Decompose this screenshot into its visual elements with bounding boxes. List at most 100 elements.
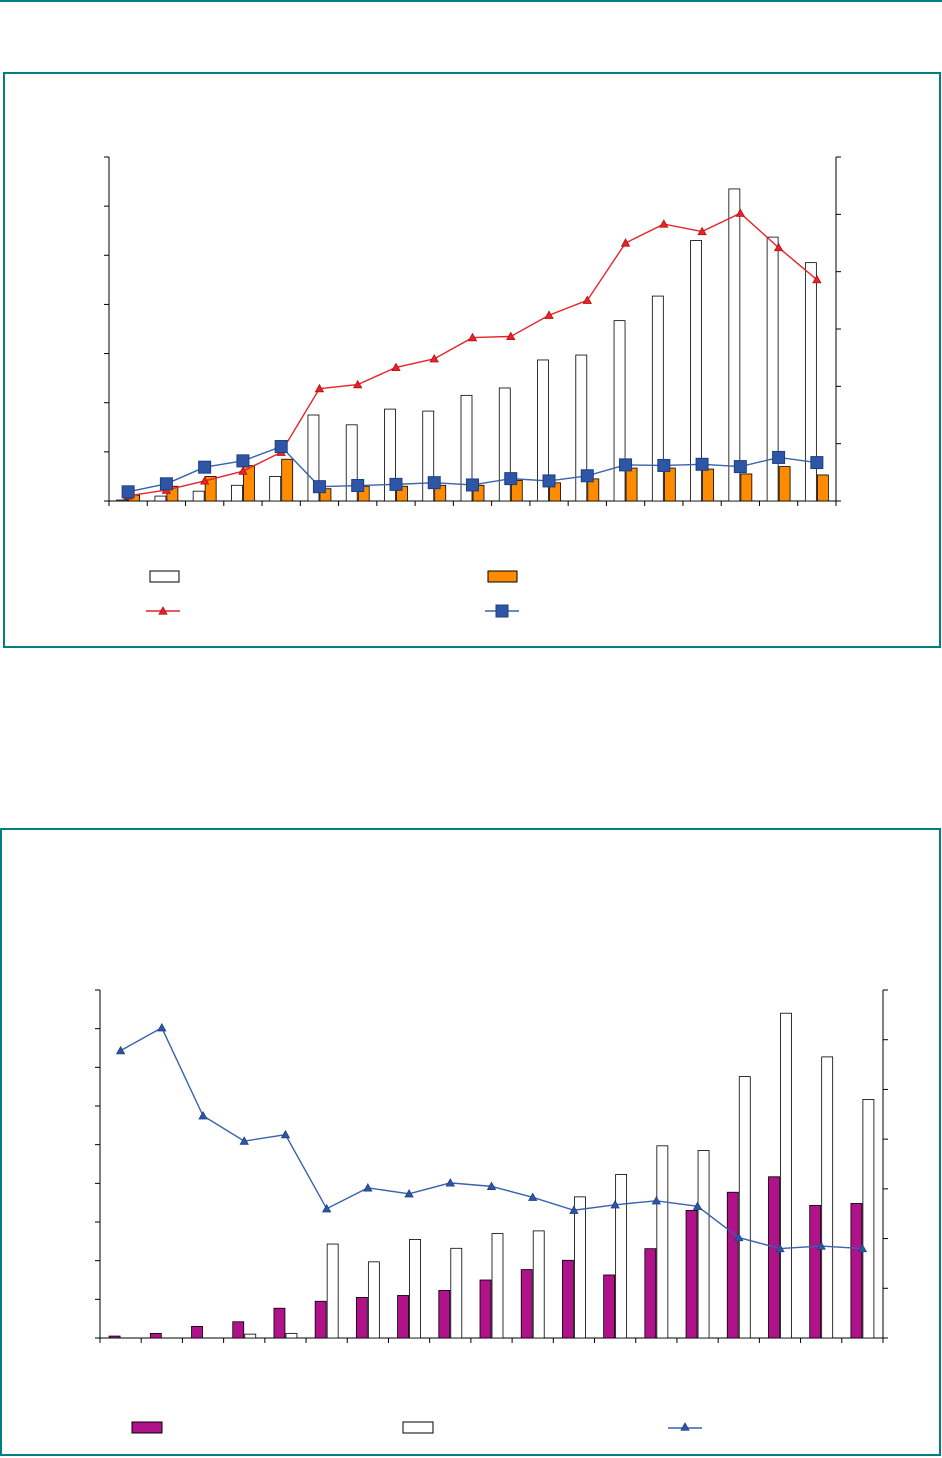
bar-white: [244, 1333, 257, 1339]
marker-triangle-red: [429, 353, 439, 363]
marker-triangle-blue: [198, 1110, 208, 1120]
bar-magenta: [108, 1335, 121, 1339]
marker-triangle-red: [238, 466, 248, 475]
marker-triangle-blue: [775, 1243, 785, 1253]
chart-panel-2: [0, 828, 941, 1456]
marker-triangle-blue: [610, 1199, 620, 1209]
bar-magenta: [314, 1300, 327, 1339]
marker-square-blue: [236, 454, 250, 468]
marker-triangle-blue: [363, 1183, 373, 1192]
bar-white: [862, 1099, 875, 1339]
legend-marker-triangle-red: [158, 606, 168, 615]
bar-magenta: [644, 1248, 657, 1339]
bar-white: [615, 1174, 628, 1339]
bar-white: [498, 387, 511, 502]
bar-white: [460, 394, 473, 502]
marker-triangle-red: [812, 274, 822, 284]
marker-square-blue: [695, 457, 709, 471]
bar-magenta: [850, 1203, 863, 1339]
bar-white: [192, 490, 205, 502]
bar-orange: [740, 473, 753, 502]
marker-square-blue: [274, 440, 288, 454]
bar-white: [656, 1145, 669, 1339]
bar-white: [491, 1233, 504, 1339]
marker-triangle-red: [199, 476, 210, 485]
marker-square-blue: [312, 480, 326, 494]
bar-orange: [816, 474, 829, 502]
marker-triangle-red: [697, 226, 707, 236]
bar-orange: [204, 476, 217, 502]
bar-magenta: [685, 1209, 698, 1339]
marker-triangle-blue: [528, 1192, 538, 1201]
bar-white: [231, 484, 243, 502]
legend-marker-square-blue: [495, 604, 509, 618]
marker-square-blue: [810, 456, 824, 470]
marker-square-blue: [121, 485, 135, 499]
marker-triangle-red: [620, 238, 631, 247]
bar-magenta: [355, 1296, 368, 1339]
bar-white: [738, 1076, 751, 1339]
bar-magenta: [562, 1259, 574, 1339]
marker-triangle-red: [582, 295, 592, 304]
bar-white: [269, 476, 282, 502]
bar-orange: [281, 458, 294, 502]
bar-magenta: [232, 1321, 245, 1339]
bar-orange: [702, 468, 714, 502]
marker-triangle-blue: [321, 1203, 332, 1213]
marker-triangle-blue: [816, 1241, 826, 1250]
bar-magenta: [479, 1279, 492, 1339]
bar-white: [285, 1332, 298, 1339]
bar-white: [651, 295, 664, 502]
bar-white: [697, 1150, 710, 1339]
bar-white: [537, 359, 549, 502]
bar-magenta: [149, 1332, 162, 1339]
marker-square-blue: [580, 469, 594, 483]
marker-triangle-blue: [404, 1189, 414, 1198]
marker-triangle-blue: [115, 1045, 126, 1055]
bar-orange: [778, 466, 791, 502]
marker-square-blue: [619, 458, 633, 472]
legend-swatch-white: [402, 1421, 434, 1434]
bar-magenta: [726, 1191, 739, 1339]
marker-triangle-red: [659, 219, 669, 228]
marker-triangle-blue: [157, 1022, 167, 1032]
bar-white: [326, 1243, 339, 1339]
bar-white: [804, 262, 817, 502]
bar-white: [728, 188, 741, 502]
bar-white: [409, 1238, 421, 1339]
bar-white: [690, 240, 702, 502]
bar-white: [345, 424, 358, 502]
bar-white: [780, 1012, 792, 1339]
top-rule: [0, 0, 942, 2]
bar-magenta: [768, 1176, 780, 1339]
bar-white: [116, 499, 129, 502]
marker-triangle-red: [391, 362, 401, 372]
marker-triangle-blue: [569, 1205, 579, 1214]
marker-triangle-blue: [239, 1136, 249, 1145]
marker-triangle-red: [773, 242, 784, 252]
bar-magenta: [809, 1204, 822, 1339]
bar-magenta: [191, 1325, 203, 1339]
bar-magenta: [520, 1269, 533, 1339]
bar-white: [532, 1230, 545, 1339]
marker-triangle-blue: [651, 1195, 662, 1205]
marker-triangle-red: [314, 383, 325, 393]
marker-triangle-blue: [486, 1181, 497, 1190]
bar-white: [307, 414, 320, 502]
marker-square-blue: [389, 477, 403, 491]
chart-2: [95, 989, 888, 1434]
marker-triangle-red: [544, 310, 554, 319]
bar-white: [575, 354, 588, 502]
bar-white: [450, 1247, 463, 1339]
marker-triangle-red: [735, 208, 746, 217]
series-line-blue: [120, 1026, 863, 1250]
chart-panel-1: [3, 72, 941, 648]
bar-white: [766, 236, 779, 502]
marker-square-blue: [159, 477, 173, 491]
bar-orange: [663, 467, 676, 502]
marker-square-blue: [504, 472, 518, 486]
legend-swatch-orange: [487, 570, 518, 583]
legend-marker-triangle-blue: [680, 1422, 690, 1431]
marker-square-blue: [427, 476, 441, 490]
marker-square-blue: [657, 458, 671, 472]
